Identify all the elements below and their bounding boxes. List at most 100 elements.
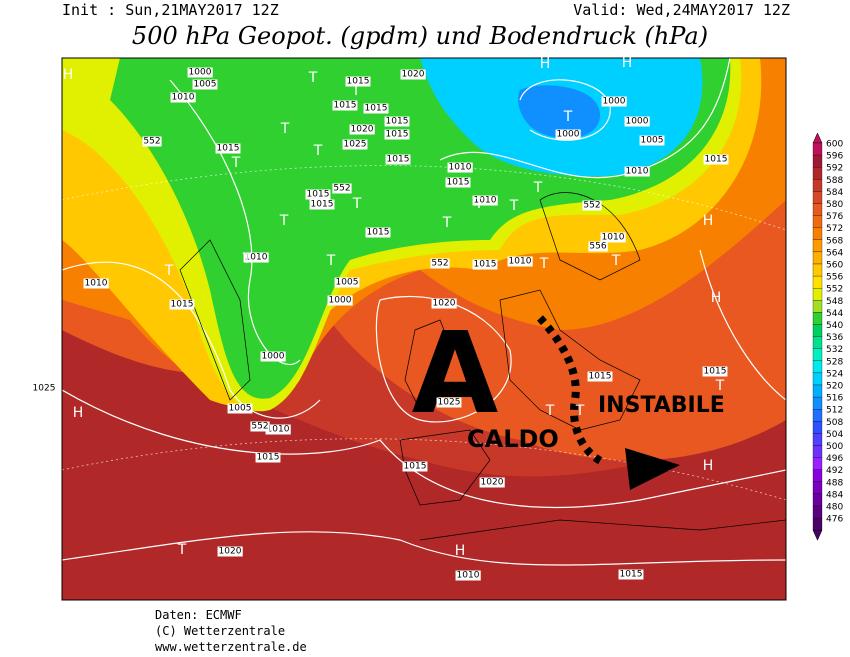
isobar-label: 1000	[329, 296, 352, 306]
isobar-label-bg	[472, 195, 498, 206]
pressure-center: T	[279, 213, 289, 229]
isobar-label: 1025	[344, 140, 367, 150]
pressure-center: T	[611, 253, 621, 269]
legend-swatch	[812, 360, 823, 374]
legend-label: 488	[826, 478, 843, 488]
isobar-label-bg	[600, 232, 626, 243]
legend-swatch	[812, 263, 823, 277]
isobar-label-bg	[83, 278, 109, 289]
legend-label: 572	[826, 224, 843, 234]
pressure-center: H	[703, 458, 714, 474]
isobar-label: 1015	[347, 77, 370, 87]
isobar-label-bg	[582, 200, 602, 211]
isobar-label-bg	[588, 241, 608, 252]
legend-swatch	[812, 445, 823, 458]
isobar-label-bg	[365, 227, 391, 238]
isobar-label: 1005	[194, 80, 217, 90]
legend-label: 600	[826, 140, 843, 150]
isobar-label: 552	[143, 137, 160, 147]
instability-path	[537, 315, 607, 467]
isobar-label-bg	[472, 259, 498, 270]
legend-label: 556	[826, 273, 843, 283]
pressure-center: T	[231, 155, 241, 171]
legend-swatch	[812, 300, 823, 313]
legend-swatch	[812, 493, 823, 507]
legend-swatch	[812, 142, 823, 156]
legend-swatch	[812, 203, 823, 216]
isobar-label: 1015	[589, 372, 612, 382]
isobar-label: 1015	[311, 200, 334, 210]
pressure-center: H	[73, 405, 84, 421]
legend-cap-top	[812, 132, 823, 144]
isobar-label-bg	[260, 351, 286, 362]
footer-url: www.wetterzentrale.de	[155, 640, 307, 654]
isobar-label: 1015	[404, 462, 427, 472]
isobar-label-bg	[555, 129, 581, 140]
isobar-label-bg	[227, 403, 253, 414]
isobar-label-bg	[455, 570, 481, 581]
isobar-label: 1000	[189, 68, 212, 78]
isobar-label-bg	[305, 189, 331, 200]
isobar-label: 1000	[262, 352, 285, 362]
legend-label: 544	[826, 309, 843, 319]
isobar-label: 1010	[245, 253, 268, 263]
legend-label: 580	[826, 200, 843, 210]
legend-label: 484	[826, 490, 843, 500]
pressure-center: T	[313, 143, 323, 159]
legend-cap-bottom	[812, 529, 823, 541]
legend-swatch	[812, 396, 823, 410]
isobar-label-bg	[507, 256, 533, 267]
legend-label: 524	[826, 369, 843, 379]
isobar-label: 1015	[365, 104, 388, 114]
isobar-label: 1015	[704, 367, 727, 377]
isobar-label: 1020	[481, 478, 504, 488]
legend-swatch	[812, 312, 823, 325]
legend-label: 564	[826, 248, 843, 258]
legend-label: 592	[826, 164, 843, 174]
legend-swatch	[812, 167, 823, 180]
isobar-label-bg	[309, 199, 335, 210]
legend-swatch	[812, 409, 823, 422]
legend-label: 480	[826, 503, 843, 513]
legend-label: 500	[826, 442, 843, 452]
isobar-label-bg	[384, 129, 410, 140]
legend-swatch	[812, 384, 823, 398]
isobar-label: 552	[583, 201, 600, 211]
isobar-label-bg	[169, 299, 195, 310]
legend-label: 596	[826, 152, 843, 162]
pressure-center: H	[703, 213, 714, 229]
arrow-head	[625, 448, 680, 490]
isobar-label: 552	[431, 259, 448, 269]
isobar-label-bg	[431, 298, 457, 309]
isobar-label: 1000	[603, 97, 626, 107]
legend-swatch	[812, 348, 823, 361]
isobar-label: 1005	[229, 404, 252, 414]
isobar-label: 1015	[171, 300, 194, 310]
isobar-label: 1015	[217, 144, 240, 154]
isobar-label-bg	[479, 477, 505, 488]
isobar-label-bg	[624, 166, 650, 177]
map-title: 500 hPa Geopot. (gpdm) und Bodendruck (h…	[132, 22, 708, 50]
unstable-label: INSTABILE	[598, 393, 725, 418]
isobar-label-bg	[187, 67, 213, 78]
legend-label: 492	[826, 466, 843, 476]
legend-label: 560	[826, 261, 843, 271]
legend-label: 552	[826, 285, 843, 295]
legend-label: 476	[826, 515, 843, 525]
isobar-label: 1000	[557, 130, 580, 140]
isobar-label: 1010	[267, 425, 290, 435]
isobar-label: 556	[589, 242, 606, 252]
isobar-label-bg	[639, 135, 665, 146]
pressure-center: T	[442, 215, 452, 231]
pressure-center: T	[474, 196, 484, 212]
legend-label: 516	[826, 394, 843, 404]
legend-swatch	[812, 433, 823, 446]
isobar-label: 1020	[402, 70, 425, 80]
legend-swatch	[812, 288, 823, 301]
isobar-label: 1000	[626, 117, 649, 127]
legend-label: 532	[826, 345, 843, 355]
isobar-label: 1010	[626, 167, 649, 177]
pressure-center: T	[509, 198, 519, 214]
legend-swatch	[812, 505, 823, 519]
